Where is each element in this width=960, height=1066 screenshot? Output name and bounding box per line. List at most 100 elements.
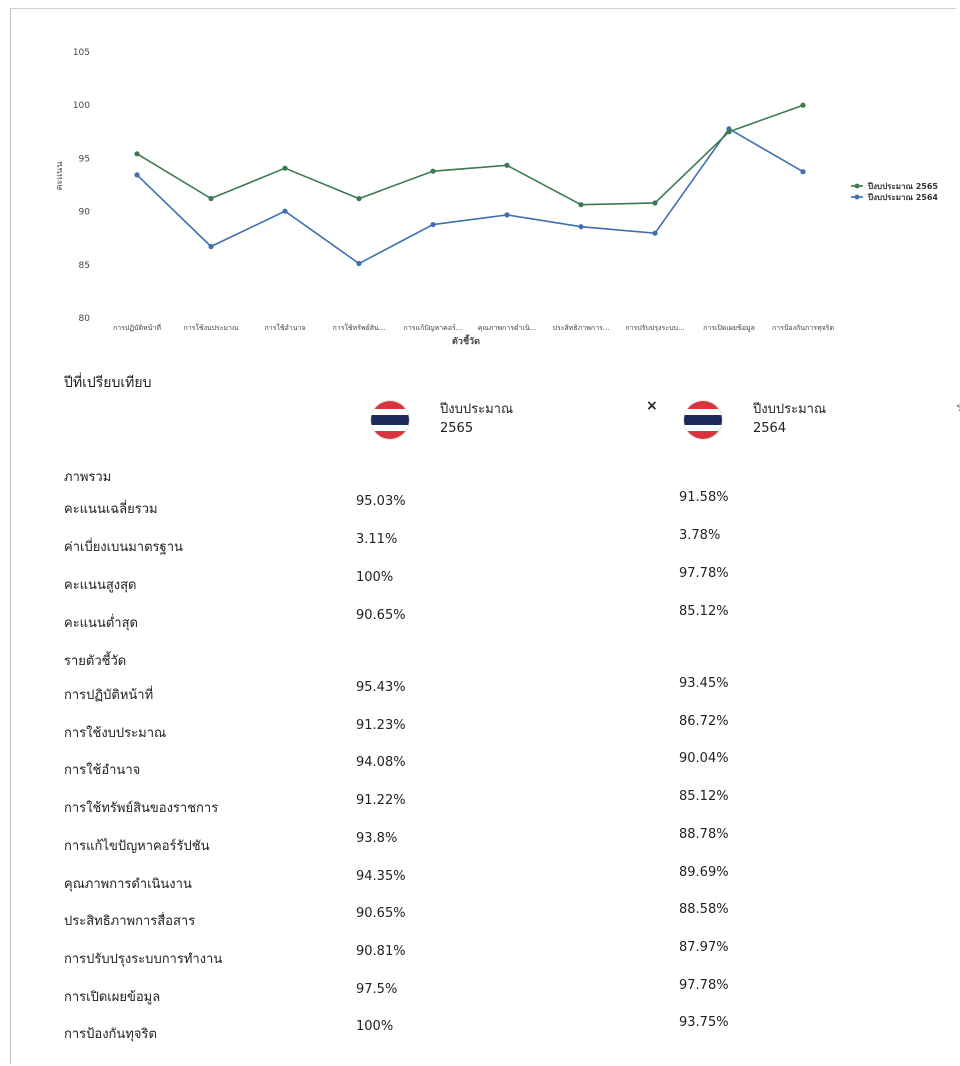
value-2564: 85.12% [679,789,729,805]
data-point [430,168,436,174]
data-point [134,151,140,157]
table-row: การแก้ไขปัญหาคอร์รัปชัน 93.8% 88.78% [64,827,864,855]
table-row: การใช้ทรัพย์สินของราชการ 91.22% 85.12% [64,789,864,817]
value-2564: 91.58% [679,490,729,505]
table-row: ประสิทธิภาพการสื่อสาร 90.65% 88.58% [64,902,864,930]
row-label: ค่าเบี่ยงเบนมาตรฐาน [64,540,183,555]
x-tick-label: การใช้อำนาจ [264,323,305,332]
x-tick-label: การแก้ปัญหาคอร์... [404,324,463,332]
value-2565: 91.23% [356,717,406,733]
data-point [504,162,510,168]
x-tick-label: การใช้ทรัพย์สิน... [333,323,386,332]
data-point [282,208,288,214]
row-label: การเปิดเผยข้อมูล [64,989,161,1005]
value-2565: 100% [356,1019,394,1035]
column-label-line2: 2565 [440,421,474,436]
row-label: การใช้ทรัพย์สินของราชการ [64,801,219,817]
row-label: การใช้งบประมาณ [64,725,167,741]
table-row: การปฏิบัติหน้าที่ 95.43% 93.45% [64,676,864,704]
data-point [652,200,658,206]
column-header-2564: ปีงบประมาณ 2564 [683,400,863,440]
thailand-flag-icon [370,400,410,440]
value-2564: 3.78% [679,528,721,543]
legend-marker [854,183,860,189]
table-row: การใช้อำนาจ 94.08% 90.04% [64,751,864,779]
data-point [578,224,584,230]
data-point [578,202,584,208]
x-tick-label: การเปิดเผยข้อมูล [703,324,755,332]
x-tick-label: การใช้งบประมาณ [184,323,239,332]
y-axis-ticks: 80 85 90 95 100 105 [73,48,90,324]
legend-label: ปีงบประมาณ 2564 [867,192,938,202]
value-2565: 3.11% [356,532,398,547]
row-label: คะแนนเฉลี่ยรวม [64,502,158,517]
value-2564: 97.78% [679,566,729,581]
value-2564: 86.72% [679,713,729,729]
comparison-title: ปีที่เปรียบเทียบ [64,375,152,391]
table-row: คะแนนเฉลี่ยรวม 95.03% 91.58% [64,490,864,518]
table-row: ค่าเบี่ยงเบนมาตรฐาน 3.11% 3.78% [64,528,864,556]
row-label: การปรับปรุงระบบการทำงาน [64,951,223,967]
column-label-line1: ปีงบประมาณ [440,402,513,417]
row-label: คะแนนต่ำสุด [64,616,138,631]
value-2565: 97.5% [356,981,398,997]
value-2565: 94.35% [356,868,406,884]
value-2564: 88.58% [679,902,729,918]
x-axis-ticks: การปฏิบัติหน้าที่ การใช้งบประมาณ การใช้อำน… [113,323,834,332]
value-2564: 85.12% [679,604,729,619]
table-row: คุณภาพการดำเนินงาน 94.35% 89.69% [64,865,864,893]
value-2565: 93.8% [356,830,398,846]
table-row: คะแนนสูงสุด 100% 97.78% [64,566,864,594]
y-tick-label: 105 [73,48,90,58]
x-tick-label: การปฏิบัติหน้าที่ [113,323,161,332]
value-2565: 90.65% [356,608,406,623]
data-point [800,169,806,175]
value-2564: 88.78% [679,826,729,842]
row-label: คะแนนสูงสุด [64,578,137,593]
data-point [208,243,214,250]
value-2564: 93.45% [679,676,729,691]
x-tick-label: คุณภาพการดำเนิ... [478,324,537,332]
row-label: คุณภาพการดำเนินงาน [64,876,192,892]
data-point [504,212,510,218]
y-tick-label: 100 [73,101,90,111]
column-label-line2: 2564 [753,421,787,436]
column-label-line1: ปีงบประมาณ [753,402,826,417]
table-row: คะแนนต่ำสุด 90.65% 85.12% [64,604,864,632]
value-2564: 97.78% [679,977,729,993]
remove-comparison-icon[interactable]: × [646,398,658,414]
value-2565: 100% [356,570,394,585]
series-line [136,127,804,265]
section-title-indicators: รายตัวชี้วัด [64,654,127,669]
value-2565: 95.43% [356,680,406,695]
data-point [356,196,362,202]
series-lines [134,102,806,267]
table-row: การป้องกันทุจริต 100% 93.75% [64,1015,864,1043]
value-2564: 93.75% [679,1015,729,1031]
value-2564: 87.97% [679,939,729,955]
data-point [652,230,658,236]
column-header-2565: ปีงบประมาณ 2565 [370,400,550,440]
data-point [726,129,732,135]
row-label: การป้องกันทุจริต [64,1027,157,1043]
value-2565: 90.81% [356,943,406,959]
series-line [136,104,804,206]
row-label: การใช้อำนาจ [64,763,141,779]
y-tick-label: 85 [79,261,90,271]
table-row: การเปิดเผยข้อมูล 97.5% 97.78% [64,978,864,1006]
value-2564: 90.04% [679,751,729,767]
legend-label: ปีงบประมาณ 2565 [867,181,938,191]
row-label: ประสิทธิภาพการสื่อสาร [64,914,196,930]
legend-marker [854,194,860,200]
value-2565: 90.65% [356,906,406,922]
value-2565: 95.03% [356,494,406,509]
x-axis-title: ตัวชี้วัด [452,334,480,347]
data-point [356,260,362,267]
value-2565: 91.22% [356,793,406,809]
data-point [282,165,288,171]
y-tick-label: 95 [79,154,90,164]
data-point [800,102,806,108]
x-tick-label: ประสิทธิภาพการ... [553,324,610,332]
